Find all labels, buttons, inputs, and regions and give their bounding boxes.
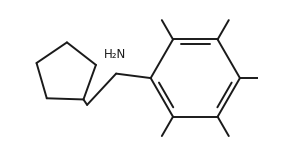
Text: H₂N: H₂N xyxy=(104,48,126,61)
